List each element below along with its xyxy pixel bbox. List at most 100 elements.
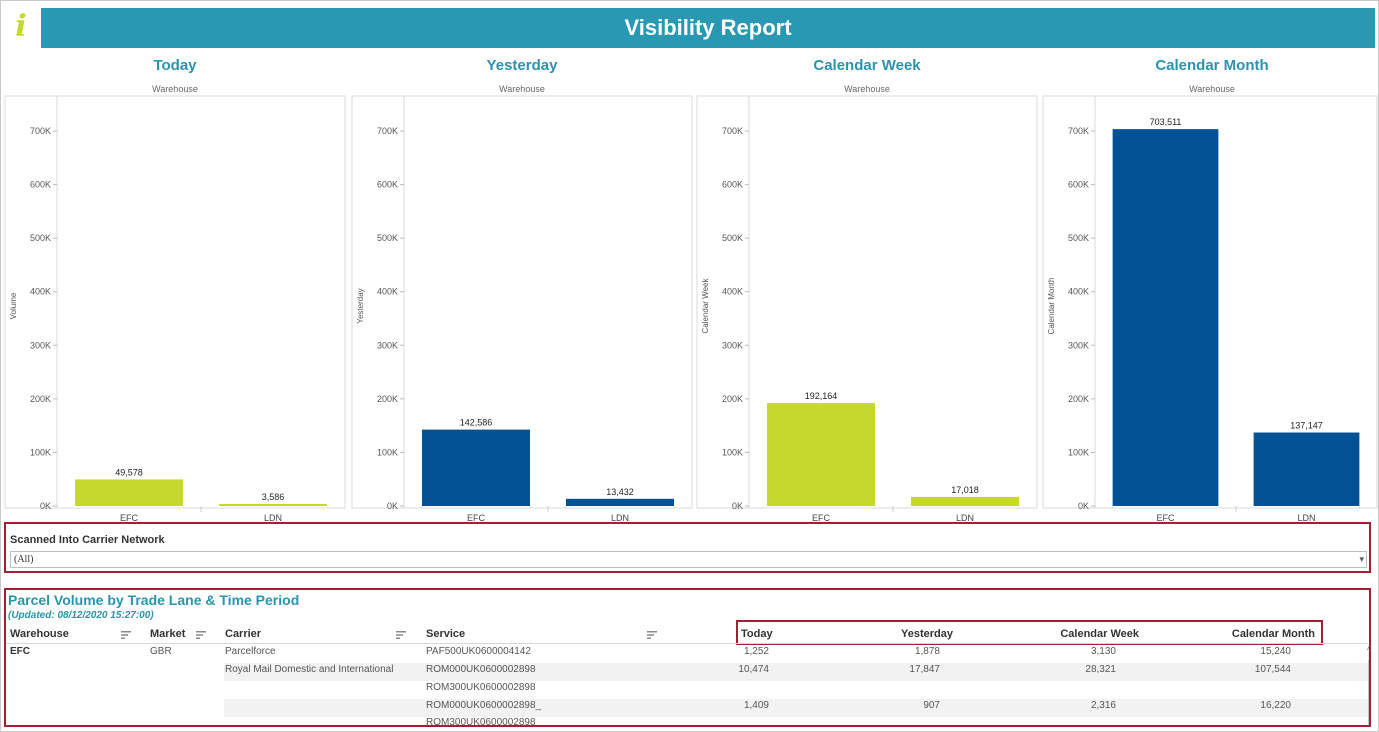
cell-yesterday: 1,878 <box>914 646 940 657</box>
x-tick-label: EFC <box>1157 513 1176 523</box>
col-header-calendar-month: Warehouse <box>1189 84 1235 94</box>
col-header-calendar-week: Warehouse <box>844 84 890 94</box>
panel-title-calendar-week: Calendar Week <box>813 57 921 74</box>
x-tick-label: LDN <box>611 513 629 523</box>
sort-carrier-icon[interactable] <box>396 630 406 640</box>
y-tick-label: 600K <box>30 180 51 190</box>
data-label: 17,018 <box>951 485 979 495</box>
cell-warehouse: EFC <box>10 646 30 657</box>
chart-yesterday: 0K 100K 200K 300K 400K 500K 600K 700K Yesterday 1… <box>351 95 693 523</box>
x-tick-label: LDN <box>264 513 282 523</box>
carrier-network-filter: Scanned Into Carrier Network (All) ▾ <box>4 522 1371 573</box>
y-tick-label: 400K <box>1068 287 1089 297</box>
chart-calendar-month: 0K 100K 200K 300K 400K 500K 600K 700K Calendar M… <box>1042 95 1378 523</box>
y-tick-label: 0K <box>40 501 51 511</box>
y-tick-label: 100K <box>377 447 398 457</box>
header-market[interactable]: Market <box>150 628 186 640</box>
y-tick-label: 200K <box>377 394 398 404</box>
y-tick-label: 700K <box>1068 126 1089 136</box>
y-tick-label: 0K <box>387 501 398 511</box>
report-title-banner: Visibility Report <box>41 8 1375 48</box>
sort-warehouse-icon[interactable] <box>121 630 131 640</box>
x-tick-label: LDN <box>1297 513 1315 523</box>
row-stripe <box>224 699 1368 717</box>
chart-frame <box>4 95 346 509</box>
cell-calendar-month: 16,220 <box>1260 700 1291 711</box>
cell-today: 1,252 <box>743 646 769 657</box>
cell-service: ROM300UK0600002898_ <box>426 717 542 727</box>
y-tick-label: 500K <box>377 233 398 243</box>
bar-efc[interactable] <box>767 403 875 506</box>
cell-today: 10,474 <box>738 664 769 675</box>
y-tick-label: 200K <box>1068 394 1089 404</box>
bar-efc[interactable] <box>1112 129 1219 506</box>
header-today[interactable]: Today <box>741 628 773 640</box>
x-tick-label: LDN <box>956 513 974 523</box>
y-tick-label: 600K <box>722 180 743 190</box>
header-service[interactable]: Service <box>426 628 466 640</box>
cell-carrier: Parcelforce <box>225 646 276 657</box>
bar-ldn[interactable] <box>566 498 674 506</box>
y-tick-label: 100K <box>1068 447 1089 457</box>
data-label: 3,586 <box>262 492 285 502</box>
y-tick-label: 300K <box>722 340 743 350</box>
table-scrollbar-thumb[interactable] <box>1368 660 1369 725</box>
x-tick-label: EFC <box>120 513 139 523</box>
header-warehouse[interactable]: Warehouse <box>10 628 69 640</box>
cell-carrier: Royal Mail Domestic and International <box>225 664 394 675</box>
cell-service: ROM000UK0600002898 <box>426 664 536 675</box>
y-tick-label: 200K <box>30 394 51 404</box>
bar-ldn[interactable] <box>911 496 1019 506</box>
cell-service: ROM300UK0600002898 <box>426 682 536 693</box>
data-label: 703,511 <box>1150 117 1182 127</box>
header-yesterday[interactable]: Yesterday <box>901 628 953 640</box>
sort-service-icon[interactable] <box>647 630 657 640</box>
cell-service: ROM000UK0600002898_ <box>426 700 542 711</box>
y-tick-label: 400K <box>377 287 398 297</box>
y-tick-label: 0K <box>732 501 743 511</box>
header-calendar-month[interactable]: Calendar Month <box>1231 628 1315 640</box>
y-tick-label: 200K <box>722 394 743 404</box>
data-label: 13,432 <box>606 487 634 497</box>
cell-market: GBR <box>150 646 172 657</box>
y-tick-label: 700K <box>722 126 743 136</box>
y-tick-label: 600K <box>1068 180 1089 190</box>
y-tick-label: 700K <box>377 126 398 136</box>
y-tick-label: 500K <box>30 233 51 243</box>
cell-calendar-month: 15,240 <box>1260 646 1291 657</box>
parcel-volume-table: Parcel Volume by Trade Lane & Time Perio… <box>4 588 1371 727</box>
scroll-up-icon[interactable]: ^ <box>1367 646 1371 655</box>
chevron-down-icon[interactable]: ▾ <box>1359 554 1364 564</box>
sort-market-icon[interactable] <box>196 630 206 640</box>
time-period-header-highlight <box>736 620 1323 645</box>
panel-title-calendar-month: Calendar Month <box>1155 57 1269 74</box>
y-tick-label: 300K <box>377 340 398 350</box>
y-axis-label: Calendar Month <box>1047 278 1056 335</box>
data-label: 192,164 <box>805 391 838 401</box>
chart-calendar-week: 0K 100K 200K 300K 400K 500K 600K 700K Calendar W… <box>696 95 1038 523</box>
data-label: 142,586 <box>460 418 493 428</box>
bar-efc[interactable] <box>75 479 183 506</box>
y-axis-label: Yesterday <box>356 288 365 323</box>
filter-dropdown[interactable]: (All) ▾ <box>10 551 1367 568</box>
y-axis-label: Calendar Week <box>701 278 710 334</box>
y-tick-label: 400K <box>722 287 743 297</box>
header-calendar-week[interactable]: Calendar Week <box>1060 628 1139 640</box>
info-icon[interactable]: i <box>15 9 27 44</box>
bar-efc[interactable] <box>422 429 530 506</box>
x-tick-label: EFC <box>467 513 486 523</box>
cell-yesterday: 17,847 <box>909 664 940 675</box>
bar-ldn[interactable] <box>1253 432 1360 506</box>
bar-ldn[interactable] <box>219 504 327 506</box>
cell-calendar-week: 28,321 <box>1085 664 1116 675</box>
cell-service: PAF500UK0600004142 <box>426 646 531 657</box>
y-tick-label: 300K <box>1068 340 1089 350</box>
panel-title-yesterday: Yesterday <box>486 57 558 74</box>
table-updated-timestamp: (Updated: 08/12/2020 15:27:00) <box>8 610 154 621</box>
cell-calendar-week: 2,316 <box>1090 700 1116 711</box>
header-carrier[interactable]: Carrier <box>225 628 262 640</box>
col-header-yesterday: Warehouse <box>499 84 545 94</box>
y-tick-label: 0K <box>1078 501 1089 511</box>
cell-calendar-month: 107,544 <box>1254 664 1291 675</box>
